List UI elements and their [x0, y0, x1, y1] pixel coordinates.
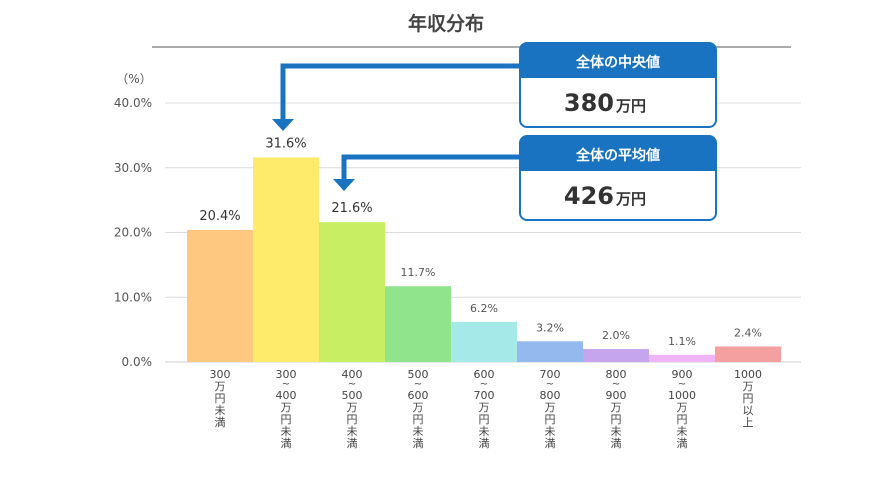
callout-unit: 万円: [615, 97, 646, 115]
callout-value: 426: [564, 182, 614, 210]
chart-title: 年収分布: [408, 12, 484, 35]
category-label: ~: [480, 379, 488, 390]
bar-value-label: 21.6%: [331, 201, 372, 216]
y-tick-label: 20.0%: [114, 226, 152, 240]
callout-header: [520, 43, 716, 78]
category-label: 万: [281, 401, 292, 414]
bar: [583, 349, 649, 362]
callout-value: 380: [564, 89, 614, 117]
category-label: 万: [743, 380, 754, 393]
bar: [319, 222, 385, 362]
category-label: 円: [479, 413, 490, 426]
y-tick-label: 30.0%: [114, 161, 152, 175]
category-label: ~: [678, 379, 686, 390]
category-label: 400: [342, 368, 363, 381]
category-label: 1000: [668, 389, 696, 402]
category-label: ~: [414, 379, 422, 390]
category-label: 未: [545, 425, 556, 438]
category-label: 未: [479, 425, 490, 438]
category-label: 万: [479, 401, 490, 414]
category-label: ~: [282, 379, 290, 390]
category-label: 円: [281, 413, 292, 426]
bar-value-label: 20.4%: [199, 209, 240, 224]
category-label: 上: [743, 416, 754, 429]
category-label: 600: [408, 389, 429, 402]
category-label: 満: [281, 437, 292, 450]
category-label: 円: [215, 392, 226, 405]
bar: [517, 341, 583, 362]
arrow-head-icon: [272, 119, 294, 131]
bar-value-label: 3.2%: [536, 321, 564, 334]
category-label: 1000: [734, 368, 762, 381]
category-label: 未: [413, 425, 424, 438]
bar: [715, 346, 781, 362]
category-label: 未: [677, 425, 688, 438]
callout-arrow-line: [341, 154, 545, 180]
bar: [649, 354, 715, 362]
category-label: 満: [611, 437, 622, 450]
bar: [385, 286, 451, 362]
category-label: 万: [545, 401, 556, 414]
callout-title: 全体の平均値: [575, 147, 660, 164]
arrow-head-icon: [333, 179, 355, 191]
category-label: 未: [215, 404, 226, 417]
category-label: 円: [611, 413, 622, 426]
category-label: 500: [408, 368, 429, 381]
category-label: 円: [545, 413, 556, 426]
category-label: 万: [611, 401, 622, 414]
category-label: 900: [606, 389, 627, 402]
category-label: 満: [215, 416, 226, 429]
category-label: 300: [210, 368, 231, 381]
category-label: 600: [474, 368, 495, 381]
category-label: 700: [540, 368, 561, 381]
category-label: 900: [672, 368, 693, 381]
category-label: 300: [276, 368, 297, 381]
category-label: 円: [677, 413, 688, 426]
category-label: 万: [677, 401, 688, 414]
category-label: 未: [281, 425, 292, 438]
bar: [451, 321, 517, 362]
category-label: 万: [347, 401, 358, 414]
bar: [253, 157, 319, 362]
category-label: 400: [276, 389, 297, 402]
y-axis-label: （%）: [116, 72, 151, 86]
bar-value-label: 1.1%: [668, 335, 696, 348]
callout-arrow-line: [280, 63, 545, 120]
category-label: 満: [677, 437, 688, 450]
y-tick-label: 0.0%: [122, 355, 153, 369]
category-label: 円: [413, 413, 424, 426]
bar: [187, 229, 253, 362]
category-label: 700: [474, 389, 495, 402]
category-label: 未: [347, 425, 358, 438]
category-label: 満: [545, 437, 556, 450]
category-label: 万: [413, 401, 424, 414]
y-tick-label: 40.0%: [114, 96, 152, 110]
category-label: 円: [347, 413, 358, 426]
category-label: 800: [606, 368, 627, 381]
bar-value-label: 2.4%: [734, 326, 762, 339]
category-label: 満: [479, 437, 490, 450]
category-label: 万: [215, 380, 226, 393]
category-label: 未: [611, 425, 622, 438]
callout-unit: 万円: [615, 190, 646, 208]
category-label: 満: [413, 437, 424, 450]
category-label: ~: [612, 379, 620, 390]
category-label: ~: [348, 379, 356, 390]
bar-value-label: 31.6%: [265, 136, 306, 151]
callout-header: [520, 136, 716, 171]
y-tick-label: 10.0%: [114, 290, 152, 304]
bar-value-label: 2.0%: [602, 329, 630, 342]
bar-value-label: 11.7%: [401, 266, 436, 279]
category-label: 満: [347, 437, 358, 450]
category-label: 500: [342, 389, 363, 402]
category-label: 800: [540, 389, 561, 402]
category-label: 円: [743, 392, 754, 405]
bar-value-label: 6.2%: [470, 302, 498, 315]
category-label: ~: [546, 379, 554, 390]
callout-title: 全体の中央値: [575, 54, 660, 71]
category-label: 以: [743, 404, 754, 417]
